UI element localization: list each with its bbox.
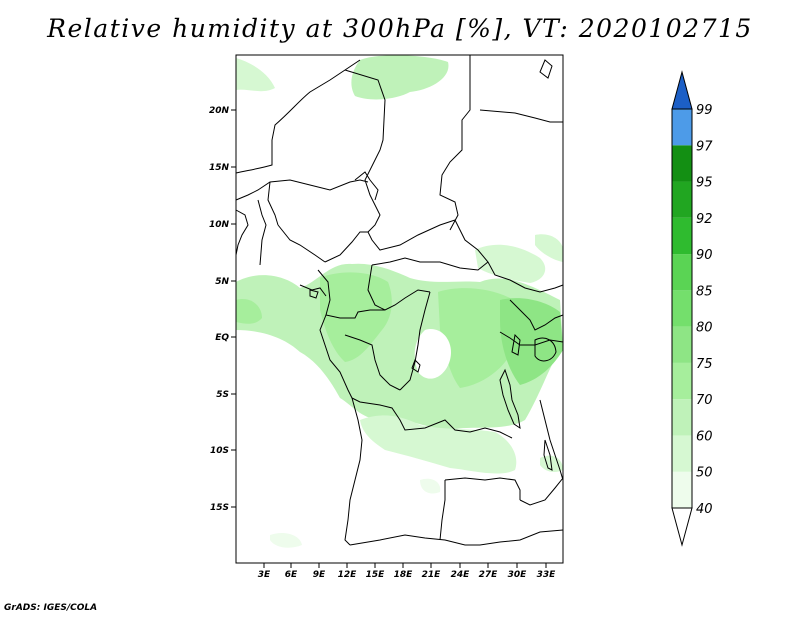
colorbar-label: 70 bbox=[696, 393, 713, 408]
svg-text:33E: 33E bbox=[537, 570, 557, 580]
svg-text:12E: 12E bbox=[338, 570, 358, 580]
lon-axis: 3E 6E 9E 12E 15E 18E 21E 24E 27E 30E 33E bbox=[258, 563, 556, 580]
colorbar-segment bbox=[672, 362, 692, 400]
country-borders bbox=[235, 55, 564, 546]
colorbar-outline bbox=[671, 108, 693, 509]
svg-text:24E: 24E bbox=[451, 570, 471, 580]
lake-albert bbox=[511, 333, 521, 356]
lake-tanganyika bbox=[499, 368, 521, 430]
colorbar-label: 75 bbox=[696, 357, 713, 372]
svg-text:15N: 15N bbox=[209, 163, 230, 173]
svg-text:30E: 30E bbox=[508, 570, 528, 580]
colorbar-segment bbox=[672, 326, 692, 363]
svg-text:5N: 5N bbox=[215, 277, 229, 287]
humidity-area-great-lakes bbox=[500, 298, 563, 385]
svg-text:5S: 5S bbox=[216, 390, 229, 400]
svg-text:20N: 20N bbox=[209, 106, 230, 116]
colorbar-labels: 40 50 60 70 75 80 85 90 92 95 97 99 bbox=[696, 103, 713, 517]
lat-tick: 15S bbox=[210, 503, 236, 513]
lat-tick: EQ bbox=[215, 333, 236, 343]
lat-axis: 20N 15N 10N 5N EQ 5S 10S 15S bbox=[209, 106, 236, 513]
colorbar-segment bbox=[672, 435, 692, 472]
lon-tick: 27E bbox=[479, 563, 499, 580]
colorbar-segment bbox=[672, 109, 692, 146]
colorbar-label: 40 bbox=[696, 502, 713, 517]
svg-text:6E: 6E bbox=[285, 570, 298, 580]
credit-label: GrADS: IGES/COLA bbox=[4, 603, 98, 613]
svg-text:3E: 3E bbox=[258, 570, 271, 580]
lon-tick: 15E bbox=[366, 563, 386, 580]
humidity-area-congo-basin-east bbox=[438, 288, 519, 388]
colorbar-label: 60 bbox=[696, 429, 713, 444]
colorbar: 40 50 60 70 75 80 85 90 92 95 97 99 bbox=[671, 70, 713, 547]
colorbar-segment bbox=[672, 399, 692, 436]
colorbar-under-arrow bbox=[671, 507, 693, 547]
lat-tick: 15N bbox=[209, 163, 236, 173]
lat-tick: 5N bbox=[215, 277, 236, 287]
colorbar-segment bbox=[672, 290, 692, 327]
svg-text:15S: 15S bbox=[210, 503, 229, 513]
colorbar-over-arrow bbox=[671, 70, 693, 110]
colorbar-label: 50 bbox=[696, 466, 713, 481]
lon-tick: 6E bbox=[285, 563, 298, 580]
colorbar-label: 80 bbox=[696, 321, 713, 336]
colorbar-segment bbox=[672, 217, 692, 255]
lon-tick: 12E bbox=[338, 563, 358, 580]
map-frame bbox=[235, 54, 564, 564]
colorbar-segment bbox=[672, 145, 692, 182]
colorbar-label: 95 bbox=[696, 176, 713, 191]
svg-text:21E: 21E bbox=[422, 570, 442, 580]
colorbar-label: 92 bbox=[696, 212, 713, 227]
lat-tick: 10N bbox=[209, 220, 236, 230]
humidity-shading bbox=[236, 55, 563, 548]
svg-text:9E: 9E bbox=[313, 570, 326, 580]
colorbar-segment bbox=[672, 254, 692, 291]
lat-tick: 5S bbox=[216, 390, 236, 400]
humidity-area-angola-band bbox=[360, 415, 517, 474]
svg-text:15E: 15E bbox=[366, 570, 386, 580]
svg-text:EQ: EQ bbox=[215, 333, 229, 343]
svg-text:10S: 10S bbox=[210, 446, 229, 456]
colorbar-segment bbox=[672, 471, 692, 508]
colorbar-label: 90 bbox=[696, 248, 713, 263]
lakes bbox=[309, 59, 557, 471]
lat-tick: 10S bbox=[210, 446, 236, 456]
lake-malawi bbox=[543, 439, 553, 471]
lon-tick: 18E bbox=[394, 563, 414, 580]
lat-tick: 20N bbox=[209, 106, 236, 116]
lake-victoria bbox=[534, 337, 557, 362]
svg-text:10N: 10N bbox=[209, 220, 230, 230]
lon-tick: 9E bbox=[313, 563, 326, 580]
colorbar-label: 85 bbox=[696, 284, 713, 299]
lon-tick: 30E bbox=[508, 563, 528, 580]
colorbar-segment bbox=[672, 181, 692, 218]
lon-tick: 33E bbox=[537, 563, 557, 580]
svg-text:18E: 18E bbox=[394, 570, 414, 580]
colorbar-label: 97 bbox=[696, 139, 713, 154]
map-title: Relative humidity at 300hPa [%], VT: 202… bbox=[47, 14, 753, 43]
lon-tick: 24E bbox=[451, 563, 471, 580]
svg-text:27E: 27E bbox=[479, 570, 499, 580]
colorbar-segments bbox=[671, 70, 693, 547]
lon-tick: 3E bbox=[258, 563, 271, 580]
humidity-area-north-libya bbox=[351, 55, 449, 100]
lon-tick: 21E bbox=[422, 563, 442, 580]
map-area: 20N 15N 10N 5N EQ 5S 10S 15S 3E 6E 9E 12… bbox=[209, 54, 564, 580]
colorbar-label: 99 bbox=[696, 103, 713, 118]
